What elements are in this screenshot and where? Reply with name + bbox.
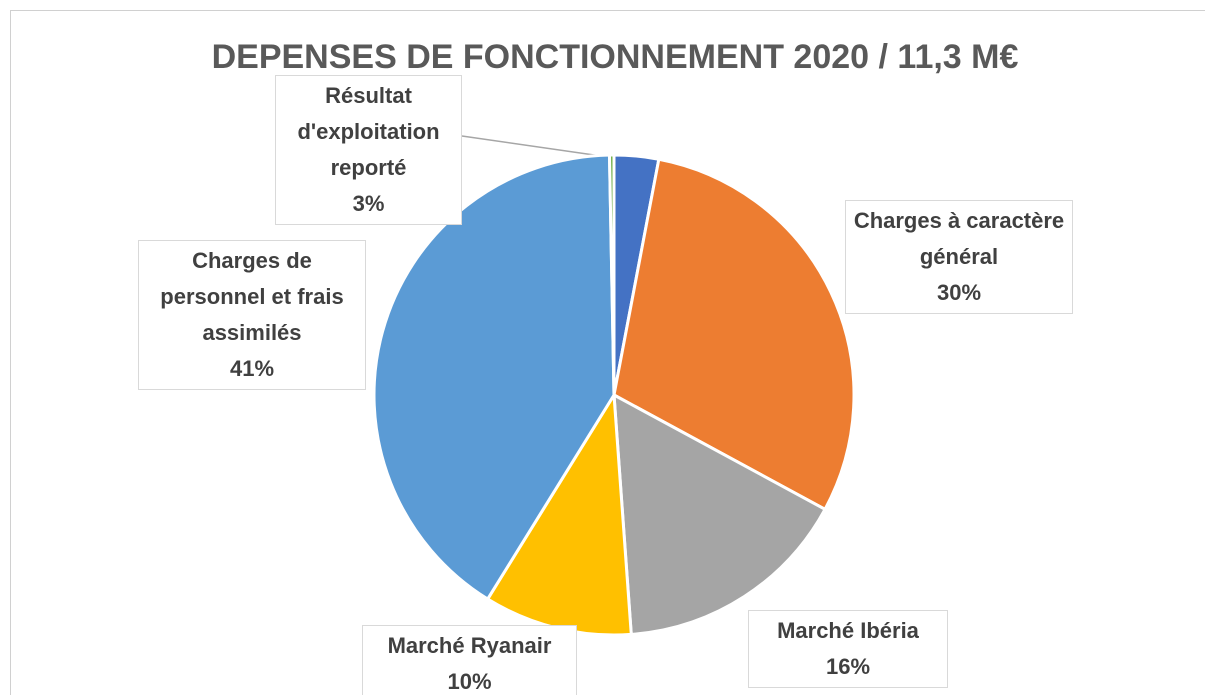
pie-slice bbox=[607, 153, 616, 397]
leader-line bbox=[461, 135, 609, 158]
data-label: Marché Ryanair 10% bbox=[362, 625, 577, 695]
chart-title: DEPENSES DE FONCTIONNEMENT 2020 / 11,3 M… bbox=[211, 38, 1019, 76]
data-label-name: Charges de personnel et frais assimilés bbox=[160, 248, 344, 345]
data-label-name: Résultat d'exploitation reporté bbox=[297, 83, 440, 180]
data-label: Charges à caractère général 30% bbox=[845, 200, 1073, 314]
data-label-name: Charges à caractère général bbox=[853, 208, 1065, 269]
data-label-name: Marché Ryanair bbox=[387, 633, 552, 658]
data-label-value: 16% bbox=[825, 654, 871, 679]
data-label-value: 3% bbox=[352, 191, 385, 216]
data-label-name: Marché Ibéria bbox=[777, 618, 919, 643]
data-label-value: 30% bbox=[936, 280, 982, 305]
pie-slice bbox=[612, 393, 827, 636]
data-label-value: 10% bbox=[447, 669, 492, 694]
data-label-value: 41% bbox=[229, 356, 275, 381]
data-label: Marché Ibéria 16% bbox=[748, 610, 948, 688]
data-label: Résultat d'exploitation reporté 3% bbox=[275, 75, 462, 225]
pie-slice bbox=[372, 153, 616, 601]
pie-slice bbox=[612, 157, 856, 511]
chart-frame bbox=[10, 10, 1205, 695]
data-label: Charges de personnel et frais assimilés 4… bbox=[138, 240, 366, 390]
